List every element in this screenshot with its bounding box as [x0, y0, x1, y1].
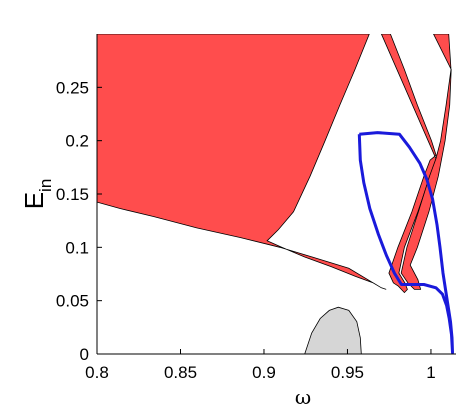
y-tick-label: 0 [80, 345, 89, 364]
x-tick-label: 0.95 [331, 363, 364, 382]
y-tick-label: 0.25 [56, 78, 89, 97]
x-tick-label: 0.8 [85, 363, 109, 382]
x-tick-label: 0.85 [164, 363, 197, 382]
red-band-2 [400, 34, 452, 290]
x-tick-label: 0.9 [252, 363, 276, 382]
y-axis-label-subscript: in [36, 179, 55, 192]
gray-region [304, 306, 362, 354]
red-main-region [97, 34, 387, 290]
red-band-1 [380, 34, 437, 294]
y-tick-label: 0.2 [65, 132, 89, 151]
y-tick-label: 0.15 [56, 185, 89, 204]
y-axis-label: Ein [19, 179, 55, 210]
y-tick-label: 0.05 [56, 292, 89, 311]
blue-curve [357, 131, 454, 354]
x-axis-label: ω [295, 385, 311, 409]
x-tick-label: 1 [426, 363, 435, 382]
y-axis-label-main: E [19, 192, 49, 209]
y-tick-label: 0.1 [65, 238, 89, 257]
